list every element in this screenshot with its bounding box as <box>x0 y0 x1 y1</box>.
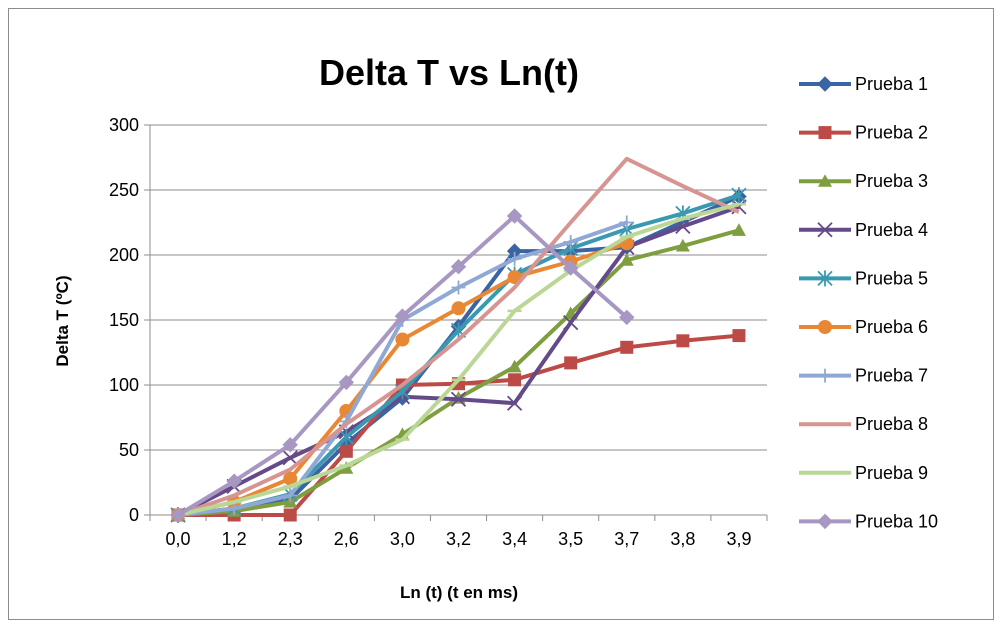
data-point <box>619 309 635 326</box>
series-1 <box>170 188 747 523</box>
data-point <box>817 270 833 287</box>
x-tick-labels: 0,0 1,2 2,3 2,6 3,0 3,2 3,4 3,5 3,7 3,8 3,9 <box>166 529 752 549</box>
data-point <box>731 187 747 204</box>
data-point <box>339 444 353 458</box>
x-tick-label: 0,0 <box>166 529 191 549</box>
series-line <box>177 193 740 517</box>
data-point <box>620 340 634 354</box>
x-tick-label: 3,4 <box>502 529 527 549</box>
x-axis-label: Ln (t) (t en ms) <box>400 583 518 602</box>
legend-label: Prueba 8 <box>855 414 928 434</box>
data-point <box>283 488 298 503</box>
y-tick-label: 0 <box>129 505 139 525</box>
legend-label: Prueba 6 <box>855 317 928 337</box>
x-tick-label: 3,7 <box>614 529 639 549</box>
legend-label: Prueba 7 <box>855 366 928 386</box>
data-point <box>818 320 832 334</box>
data-point <box>731 223 746 236</box>
series-8 <box>177 156 740 517</box>
legend-label: Prueba 10 <box>855 511 938 531</box>
legend: Prueba 1 Prueba 2 Prueba 3 Prueba 4 Prueba 5… <box>799 74 938 531</box>
legend-entry: Prueba 2 <box>799 123 928 143</box>
series-line <box>177 194 740 517</box>
y-tick-label: 50 <box>119 440 139 460</box>
y-axis-label: Delta T (ºC) <box>53 275 72 366</box>
x-tick-label: 2,6 <box>334 529 359 549</box>
legend-label: Prueba 4 <box>855 220 928 240</box>
legend-entry: Prueba 1 <box>799 74 928 94</box>
data-point <box>170 507 186 523</box>
data-point <box>506 208 523 224</box>
y-tick-label: 300 <box>109 115 139 135</box>
data-point <box>338 429 354 445</box>
data-point <box>450 258 467 275</box>
data-point <box>675 238 690 252</box>
series-4 <box>170 199 747 523</box>
data-point <box>619 253 634 266</box>
x-tick-label: 1,2 <box>222 529 247 549</box>
data-point <box>394 308 411 324</box>
y-tick-labels: 0 50 100 150 200 250 300 <box>109 115 139 525</box>
data-point <box>282 437 298 453</box>
legend-label: Prueba 9 <box>855 463 928 483</box>
series-group <box>170 156 747 523</box>
data-point <box>395 332 410 347</box>
x-tick-label: 3,5 <box>558 529 583 549</box>
data-point <box>507 251 522 266</box>
series-line <box>178 333 740 517</box>
legend-entry: Prueba 4 <box>799 220 928 240</box>
data-point <box>562 260 579 276</box>
data-point <box>817 222 833 238</box>
y-tick-label: 150 <box>109 310 139 330</box>
legend-entry: Prueba 7 <box>799 366 928 386</box>
series-10 <box>170 208 635 523</box>
data-point <box>283 471 298 486</box>
legend-label: Prueba 3 <box>855 171 928 191</box>
data-point <box>817 513 833 530</box>
series-line <box>177 202 740 517</box>
data-point <box>451 280 466 295</box>
data-point <box>676 334 690 348</box>
y-tick-label: 200 <box>109 245 139 265</box>
legend-entry: Prueba 8 <box>799 414 928 434</box>
x-tick-label: 3,8 <box>670 529 695 549</box>
data-point <box>338 374 355 391</box>
data-point <box>817 76 833 92</box>
y-tick-label: 100 <box>109 375 139 395</box>
data-point <box>732 329 746 343</box>
x-tick-label: 2,3 <box>278 529 303 549</box>
data-point <box>226 473 242 489</box>
line-chart: Delta T vs Ln(t) 0 50 100 150 200 250 300 0,0 1… <box>53 52 938 602</box>
legend-label: Prueba 5 <box>855 268 928 288</box>
data-point <box>506 395 523 411</box>
legend-entry: Prueba 6 <box>799 317 928 337</box>
legend-label: Prueba 2 <box>855 123 928 143</box>
chart-frame: Delta T vs Ln(t) 0 50 100 150 200 250 300 0,0 1… <box>8 8 994 620</box>
x-tick-label: 3,0 <box>390 529 415 549</box>
chart-title: Delta T vs Ln(t) <box>319 52 579 93</box>
data-point <box>451 301 466 316</box>
legend-entry: Prueba 9 <box>799 463 928 483</box>
legend-entry: Prueba 10 <box>799 511 938 531</box>
legend-entry: Prueba 5 <box>799 268 928 288</box>
series-line <box>177 156 740 517</box>
data-point <box>818 174 832 187</box>
data-point <box>818 126 832 140</box>
legend-entry: Prueba 3 <box>799 171 928 191</box>
data-point <box>507 359 522 373</box>
data-point <box>818 368 832 383</box>
data-point <box>563 314 579 331</box>
data-point <box>283 508 297 522</box>
y-tick-label: 250 <box>109 180 139 200</box>
legend-label: Prueba 1 <box>855 74 928 94</box>
x-tick-label: 3,9 <box>726 529 751 549</box>
data-point <box>564 356 578 370</box>
data-point <box>282 450 298 466</box>
data-point <box>619 215 634 230</box>
data-point <box>508 373 522 387</box>
data-point <box>563 235 578 249</box>
data-point <box>450 391 467 407</box>
x-tick-label: 3,2 <box>446 529 471 549</box>
